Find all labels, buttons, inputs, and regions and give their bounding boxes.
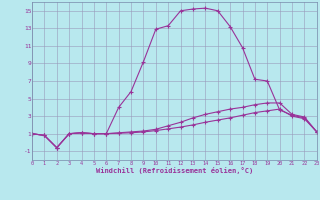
X-axis label: Windchill (Refroidissement éolien,°C): Windchill (Refroidissement éolien,°C) xyxy=(96,167,253,174)
